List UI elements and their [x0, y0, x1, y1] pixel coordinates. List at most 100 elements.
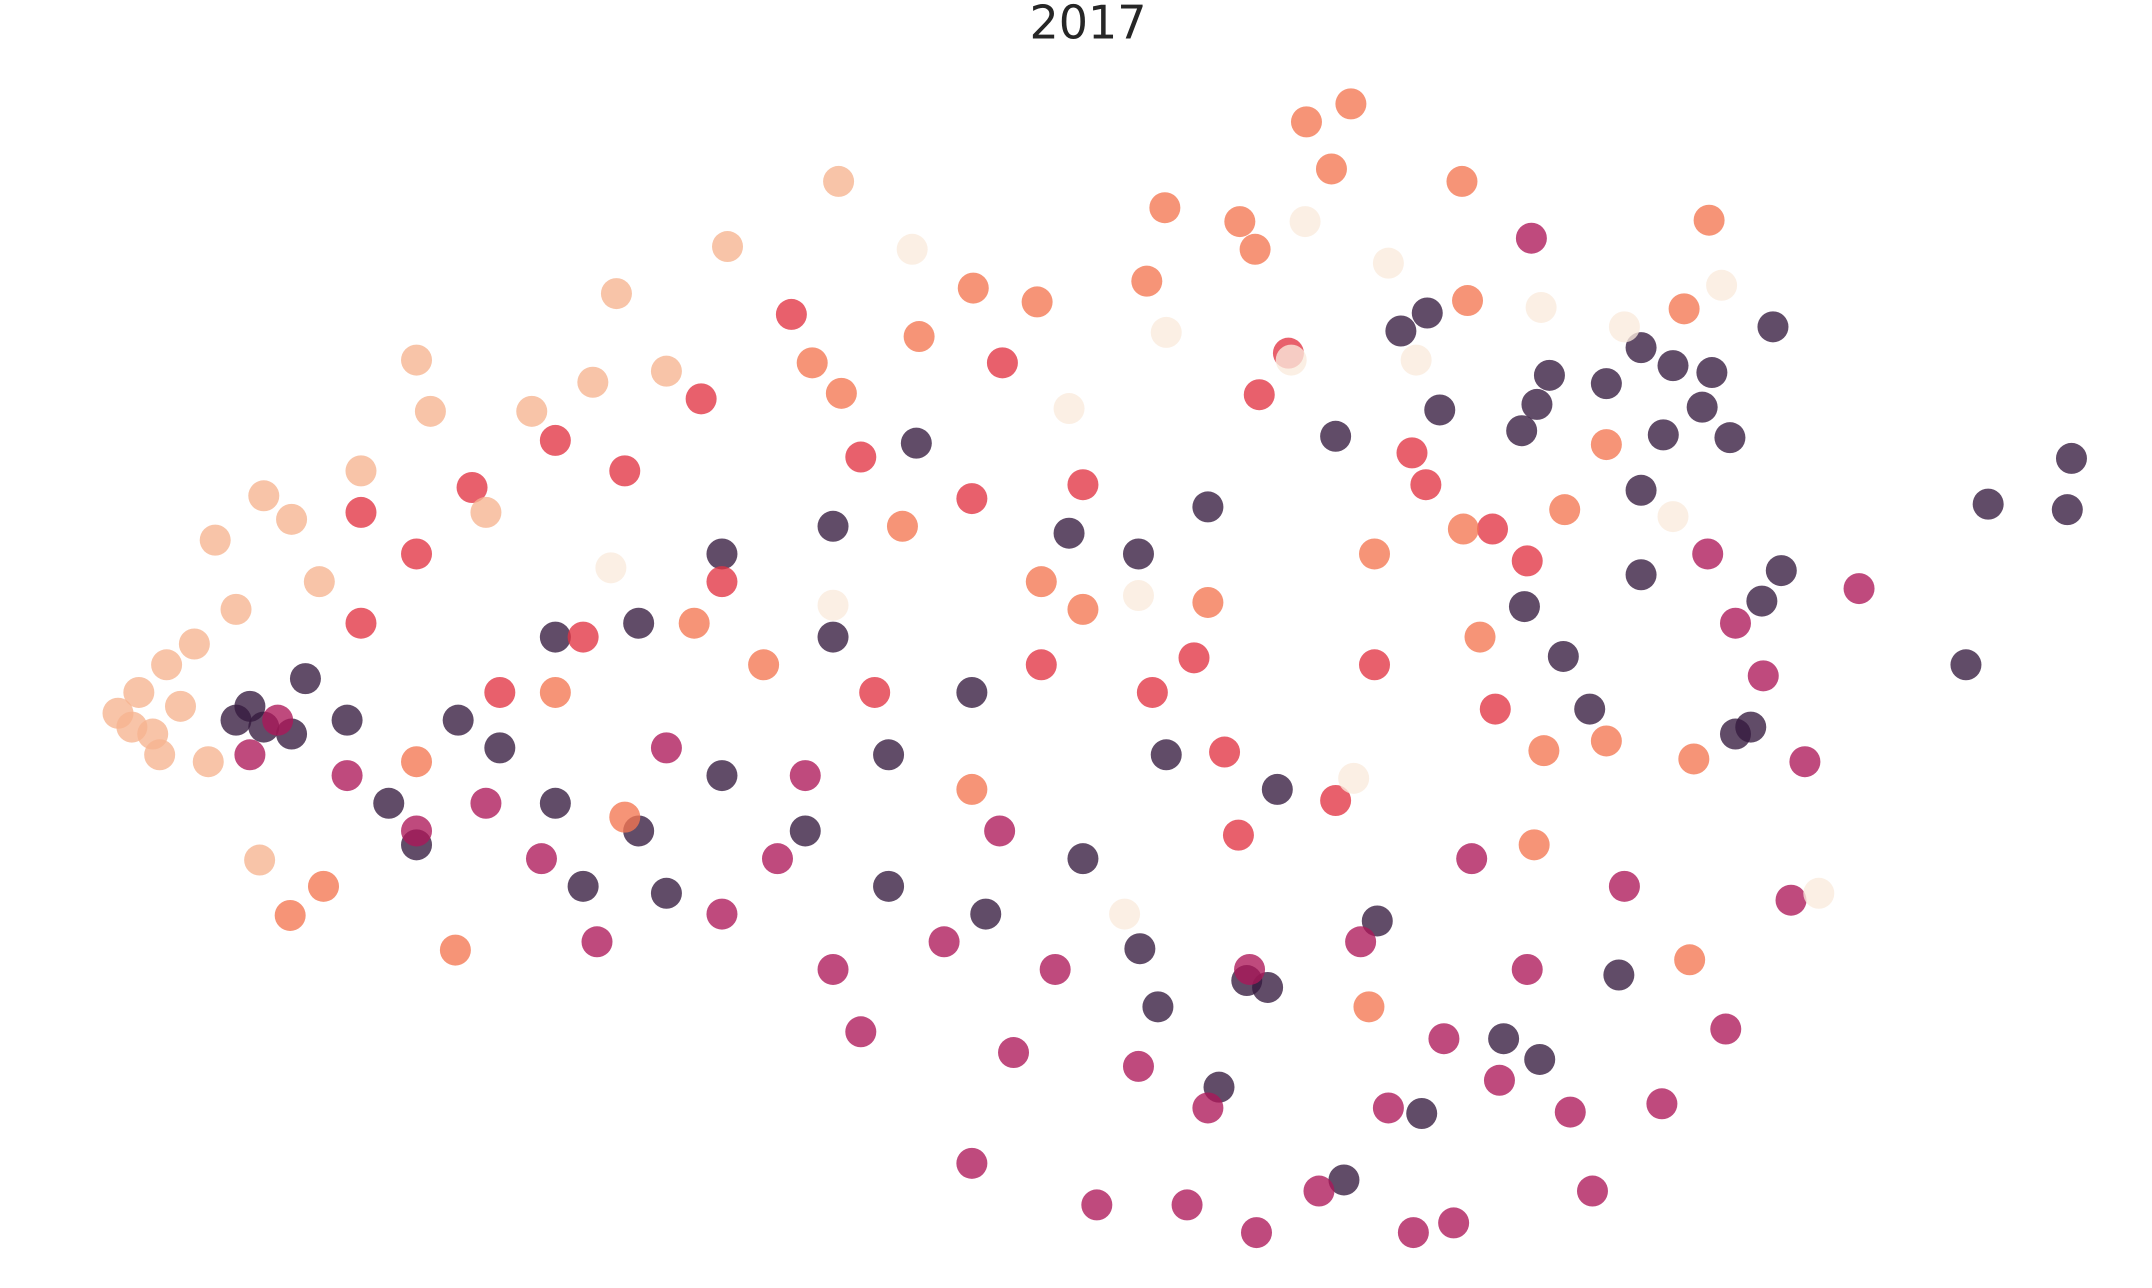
scatter-point — [220, 704, 252, 736]
scatter-point — [1275, 344, 1307, 376]
scatter-point — [1335, 88, 1367, 120]
scatter-point — [1122, 580, 1154, 612]
scatter-point — [956, 773, 988, 805]
scatter-point — [581, 926, 613, 958]
scatter-point — [789, 815, 821, 847]
scatter-point — [539, 676, 571, 708]
scatter-point — [401, 344, 433, 376]
scatter-point — [1359, 538, 1391, 570]
scatter-point — [1136, 676, 1168, 708]
scatter-point — [1714, 422, 1746, 454]
scatter-point — [1447, 513, 1479, 545]
scatter-point — [1696, 357, 1728, 389]
scatter-point — [1290, 106, 1322, 138]
scatter-point — [1224, 206, 1256, 238]
scatter-point — [1657, 501, 1689, 533]
scatter-point — [712, 231, 744, 263]
scatter-point — [1464, 621, 1496, 653]
scatter-point — [650, 732, 682, 764]
scatter-point — [1757, 311, 1789, 343]
scatter-point — [1674, 944, 1706, 976]
scatter-point — [567, 870, 599, 902]
scatter-point — [1406, 1097, 1438, 1129]
scatter-point — [957, 272, 989, 304]
scatter-point — [817, 953, 849, 985]
scatter-point — [1625, 474, 1657, 506]
scatter-point — [1524, 1043, 1556, 1075]
scatter-point — [2055, 442, 2087, 474]
scatter-point — [817, 510, 849, 542]
scatter-point — [1549, 494, 1581, 526]
scatter-point — [956, 1147, 988, 1179]
scatter-point — [1775, 884, 1807, 916]
scatter-point — [234, 739, 266, 771]
scatter-point — [1452, 285, 1484, 317]
scatter-point — [956, 676, 988, 708]
scatter-point — [1518, 829, 1550, 861]
scatter-point — [164, 690, 196, 722]
scatter-point — [331, 760, 363, 792]
scatter-point — [1025, 566, 1057, 598]
scatter-point — [1320, 420, 1352, 452]
scatter-point — [1590, 429, 1622, 461]
scatter-point — [220, 593, 252, 625]
scatter-point — [1483, 1064, 1515, 1096]
scatter-point — [1693, 204, 1725, 236]
scatter-point — [442, 704, 474, 736]
scatter-point — [986, 347, 1018, 379]
scatter-point — [609, 455, 641, 487]
scatter-point — [1706, 269, 1738, 301]
scatter-point — [178, 628, 210, 660]
scatter-point — [345, 496, 377, 528]
scatter-point — [1081, 1189, 1113, 1221]
scatter-point — [1525, 291, 1557, 323]
scatter-point — [859, 676, 891, 708]
scatter-point — [1353, 991, 1385, 1023]
scatter-point — [1590, 368, 1622, 400]
scatter-point — [1625, 559, 1657, 591]
scatter-point — [1261, 773, 1293, 805]
scatter-point — [600, 278, 632, 310]
scatter-point — [1400, 344, 1432, 376]
scatter-point — [1515, 222, 1547, 254]
scatter-point — [539, 621, 571, 653]
scatter-point — [439, 934, 471, 966]
scatter-point — [345, 455, 377, 487]
scatter-point — [706, 566, 738, 598]
scatter-point — [1239, 233, 1271, 265]
scatter-point — [1372, 247, 1404, 279]
scatter-point — [1456, 843, 1488, 875]
scatter-point — [1972, 488, 2004, 520]
scatter-point — [1192, 491, 1224, 523]
scatter-point — [1345, 926, 1377, 958]
scatter-point — [928, 926, 960, 958]
scatter-point — [1511, 953, 1543, 985]
scatter-point — [1506, 415, 1538, 447]
scatter-point — [1843, 573, 1875, 605]
scatter-point — [1950, 649, 1982, 681]
scatter-point — [1477, 513, 1509, 545]
scatter-point — [896, 233, 928, 265]
scatter-point — [1678, 743, 1710, 775]
scatter-point — [1320, 784, 1352, 816]
scatter-point — [1528, 735, 1560, 767]
scatter-point — [1765, 555, 1797, 587]
scatter-point — [1192, 586, 1224, 618]
scatter-point — [1668, 293, 1700, 325]
scatter-point — [1234, 953, 1266, 985]
scatter-point — [1397, 1217, 1429, 1249]
scatter-point — [1511, 545, 1543, 577]
scatter-point — [1192, 1092, 1224, 1124]
scatter-point — [516, 395, 548, 427]
scatter-point — [1590, 725, 1622, 757]
scatter-point — [1385, 315, 1417, 347]
scatter-point — [1124, 933, 1156, 965]
scatter-point — [525, 843, 557, 875]
scatter-point — [1039, 953, 1071, 985]
scatter-point — [1122, 538, 1154, 570]
scatter-point — [1647, 419, 1679, 451]
scatter-point — [796, 347, 828, 379]
scatter-point — [1508, 591, 1540, 623]
scatter-point — [1171, 1189, 1203, 1221]
